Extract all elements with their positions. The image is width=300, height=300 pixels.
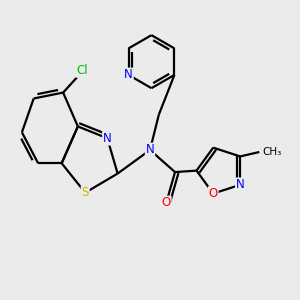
Text: N: N <box>146 143 154 157</box>
Text: O: O <box>162 196 171 209</box>
Text: N: N <box>103 132 112 145</box>
Text: Cl: Cl <box>76 64 88 77</box>
Text: O: O <box>208 187 218 200</box>
Text: S: S <box>82 186 89 199</box>
Text: N: N <box>236 178 244 191</box>
Text: N: N <box>124 68 133 81</box>
Text: CH₃: CH₃ <box>262 147 281 157</box>
